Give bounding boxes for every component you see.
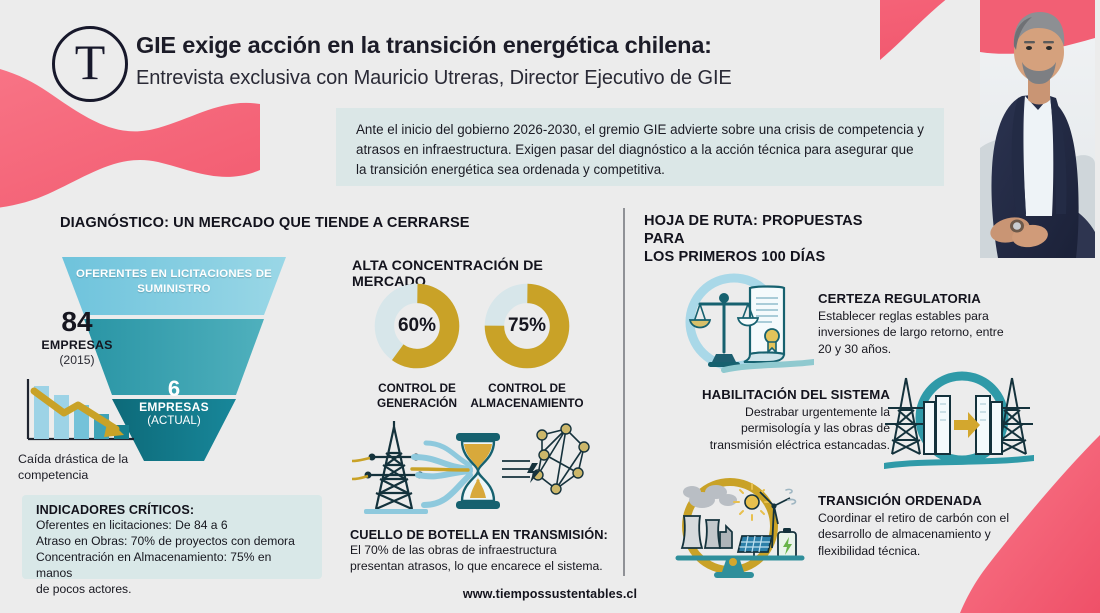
donut-caption-line2: ALMACENAMIENTO [470,395,584,410]
brand-monogram-logo: T [52,26,128,102]
funnel-bottom-value: 6 [167,376,181,401]
section-title-hoja-de-ruta: HOJA DE RUTA: PROPUESTAS PARA LOS PRIMER… [644,212,894,266]
roadmap-title-certeza-regulatoria: CERTEZA REGULATORIA [818,291,981,306]
indicadores-item: de pocos actores. [36,582,132,597]
scales-and-document-icon [678,266,817,378]
stat-84-empresas: 84 EMPRESAS (2015) [24,306,130,368]
donut-caption-almacenamiento: CONTROL DE ALMACENAMIENTO [452,381,602,410]
funnel-bottom-label: EMPRESAS [139,400,209,415]
stat-84-label: EMPRESAS [41,338,113,352]
bottleneck-line2: presentan atrasos, lo que encarece el si… [350,559,603,574]
section-title-diagnostico: DIAGNÓSTICO: UN MERCADO QUE TIENDE A CER… [60,215,470,231]
donut-caption-line1: CONTROL DE [488,381,566,395]
indicadores-title: INDICADORES CRÍTICOS: [36,503,195,517]
footer-website-url[interactable]: www.tiempossustentables.cl [462,587,638,601]
bottleneck-body: El 70% de las obras de infraestructura p… [350,542,614,574]
roadmap-body-certeza-regulatoria: Establecer reglas estables para inversio… [818,309,1004,356]
bottleneck-line1: El 70% de las obras de infraestructura [350,543,557,557]
stat-84-year: (2015) [59,353,95,367]
roadmap-title-transicion-ordenada: TRANSICIÓN ORDENADA [818,493,982,508]
mauricio-utreras-portrait [980,0,1095,258]
brand-monogram-letter: T [74,34,106,90]
donut-caption-generacion: CONTROL DE GENERACIÓN [350,381,484,410]
donut-chart-generacion: 60% [374,283,460,369]
section-title-hoja-line1: HOJA DE RUTA: PROPUESTAS PARA [644,213,863,248]
stat-84-value: 84 [61,306,93,337]
funnel-bottom-stat: 6 EMPRESAS (ACTUAL) [58,377,290,427]
decline-chart-caption: Caída drástica de la competencia [18,452,129,482]
column-divider [623,208,625,576]
donut-caption-line2: GENERACIÓN [377,395,457,410]
page-subtitle: Entrevista exclusiva con Mauricio Utrera… [136,66,732,89]
page-title: GIE exige acción en la transición energé… [136,32,712,58]
bottleneck-title: CUELLO DE BOTELLA EN TRANSMISIÓN: [350,527,608,542]
coal-to-renewables-balance-icon [668,476,814,584]
funnel-bottom-year: (ACTUAL) [147,414,201,428]
donut-caption-line1: CONTROL DE [378,381,456,395]
decline-bar-chart [18,375,140,450]
transmission-towers-gate-icon [881,368,1037,472]
roadmap-body-transicion-ordenada: Coordinar el retiro de carbón con el des… [818,511,1010,558]
funnel-chart: OFERENTES EN LICITACIONES DE SUMINISTRO … [58,253,290,465]
lede-text: Ante el inicio del gobierno 2026-2030, e… [356,122,924,178]
section-title-hoja-line2: LOS PRIMEROS 100 DÍAS [644,249,826,266]
funnel-top-label: OFERENTES EN LICITACIONES DE SUMINISTRO [76,268,272,295]
transmission-bottleneck-icon [351,413,602,521]
roadmap-title-habilitacion-del-sistema: HABILITACIÓN DEL SISTEMA [701,387,890,402]
lede-panel: Ante el inicio del gobierno 2026-2030, e… [336,108,944,186]
donut-value-almacenamiento: 75% [507,315,547,336]
roadmap-body-habilitacion-del-sistema: Destrabar urgentemente la permisología y… [709,405,890,452]
headline-block: GIE exige acción en la transición energé… [136,32,836,91]
donut-value-generacion: 60% [397,315,437,336]
indicadores-item: Concentración en Almacenamiento: 75% en … [36,550,272,581]
donut-chart-almacenamiento: 75% [484,283,570,369]
indicadores-item: Oferentes en licitaciones: De 84 a 6 [36,518,228,532]
indicadores-criticos-panel: INDICADORES CRÍTICOS: Oferentes en licit… [22,495,322,596]
indicadores-item: Atraso en Obras: 70% de proyectos con de… [36,534,295,549]
